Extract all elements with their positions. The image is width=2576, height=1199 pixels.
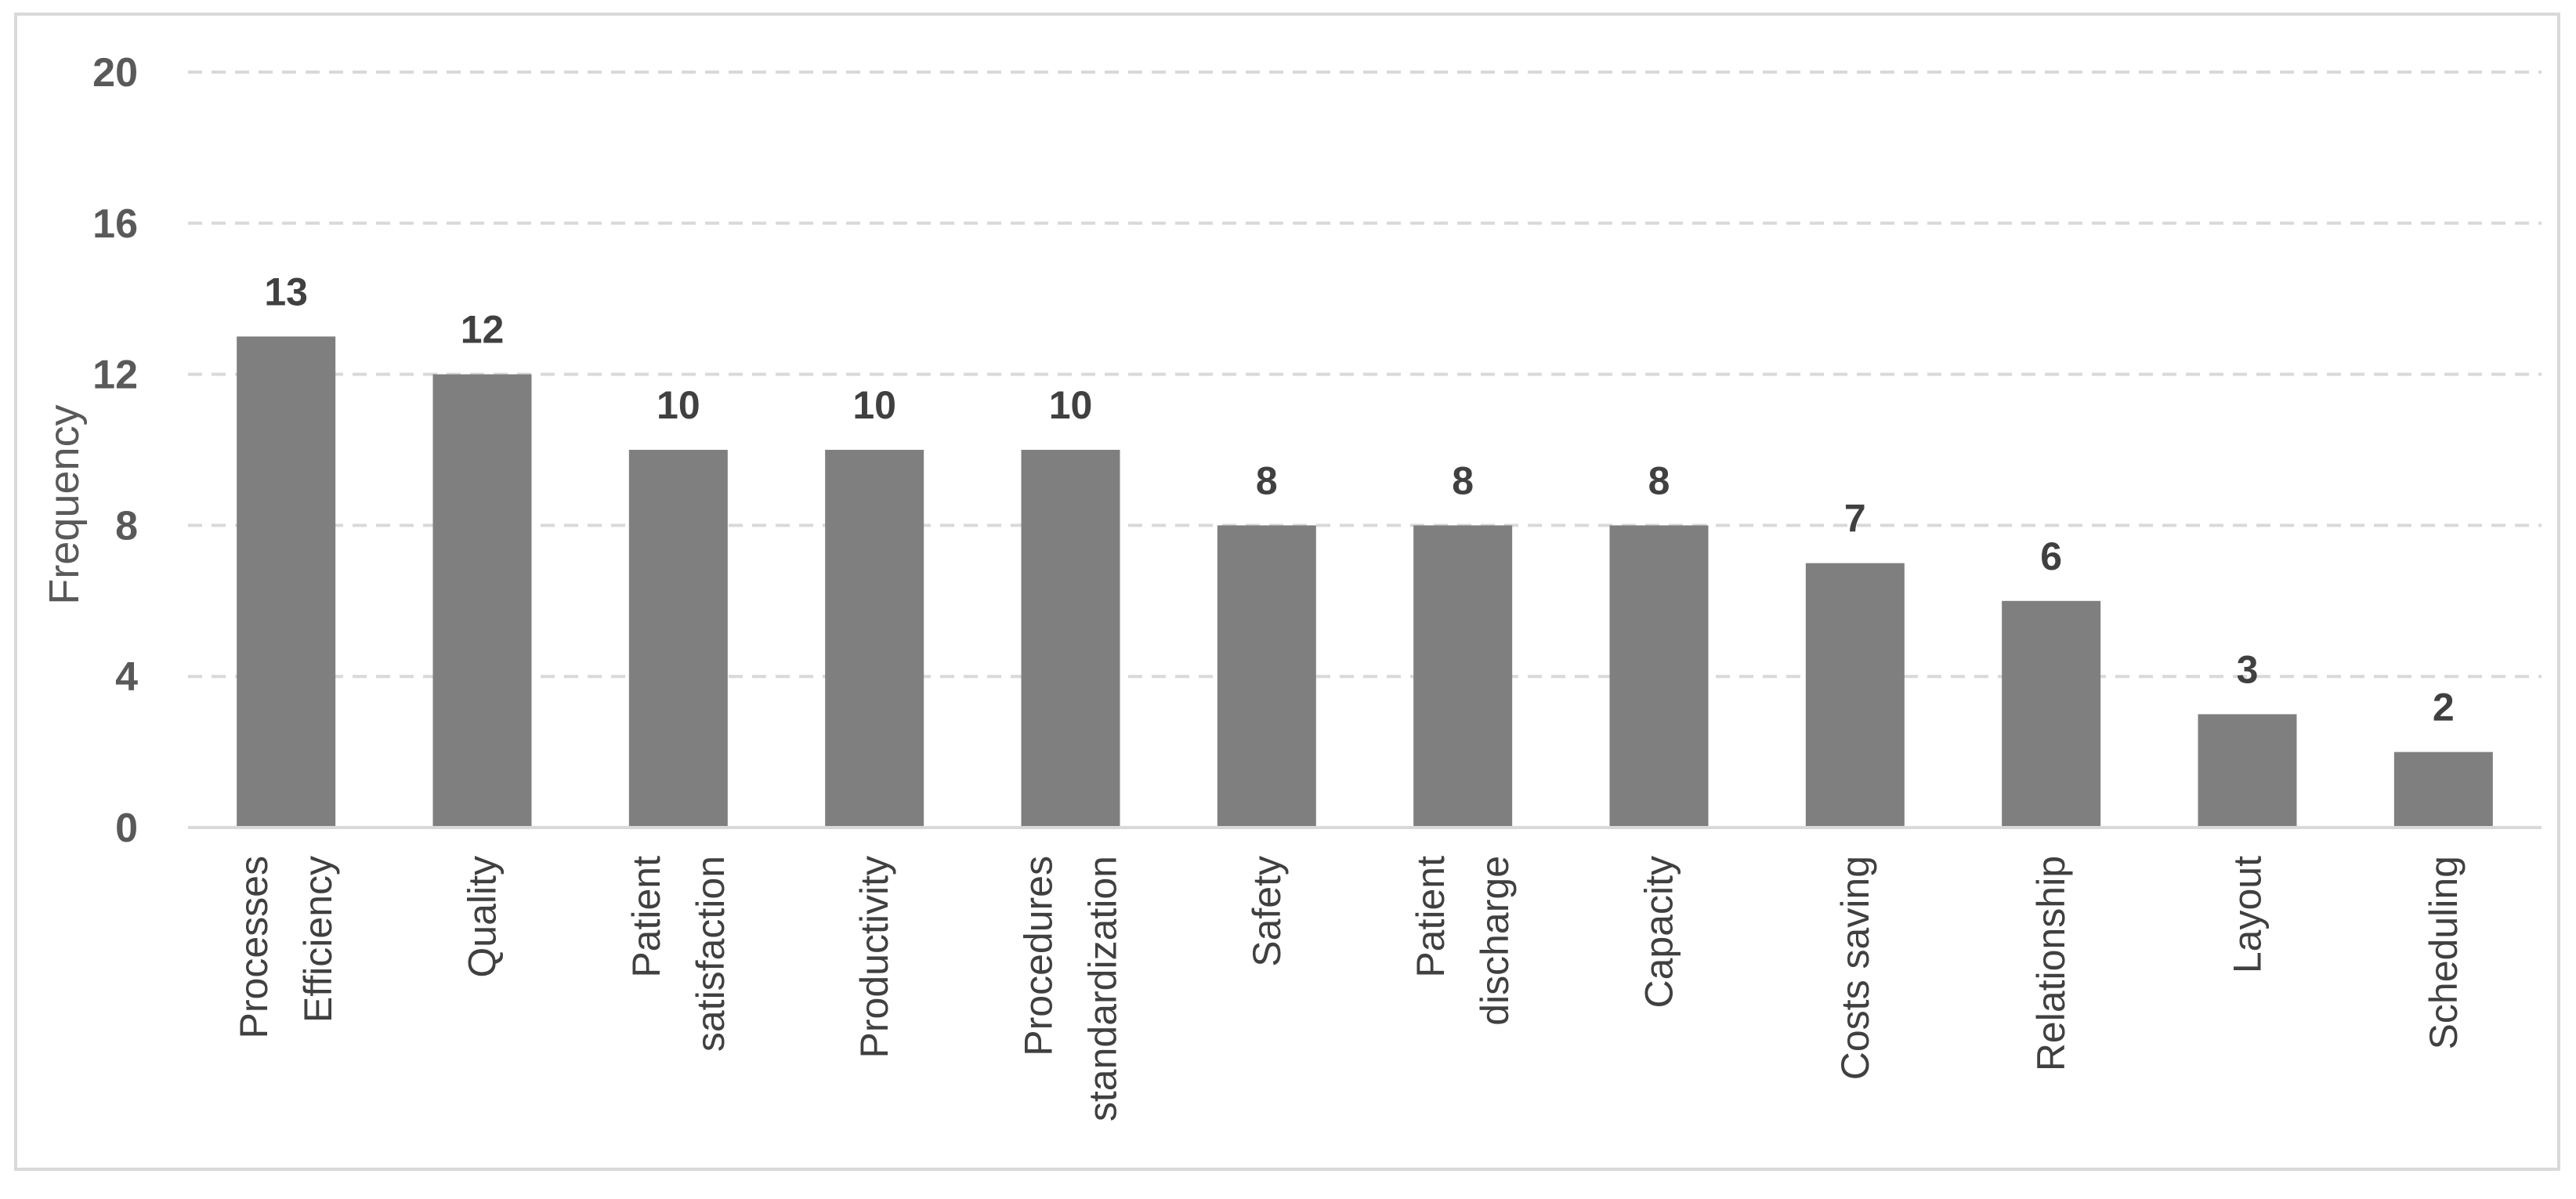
bar (2002, 600, 2101, 828)
bar (1413, 525, 1513, 828)
x-tick-label-line: Costs saving (1833, 856, 1877, 1080)
x-tick-label: Relationship (2029, 856, 2073, 1071)
data-label: 10 (657, 383, 700, 427)
y-tick-label: 0 (115, 806, 138, 851)
x-tick-label-line: Processes (232, 856, 276, 1038)
bar (2393, 752, 2493, 828)
data-label: 10 (1049, 383, 1093, 427)
y-tick-label: 8 (115, 503, 138, 549)
x-tick-label: Quality (461, 856, 505, 978)
x-tick-label-line: Quality (461, 856, 505, 978)
y-axis-title: Frequency (41, 404, 88, 604)
x-tick-label: Scheduling (2422, 856, 2466, 1049)
data-label: 7 (1844, 497, 1866, 541)
x-axis-categories: Processes Efficiency Quality Patient satisfa… (232, 856, 2466, 1121)
x-tick-label: Patient satisfaction (624, 856, 733, 1052)
x-tick-label: Processes Efficiency (232, 856, 340, 1038)
data-label: 6 (2040, 534, 2062, 578)
y-tick-label: 4 (115, 654, 138, 700)
data-label: 8 (1452, 458, 1474, 502)
bar (1021, 450, 1120, 828)
bar (1609, 525, 1709, 828)
y-tick-label: 20 (92, 50, 138, 96)
y-tick-label: 16 (92, 201, 138, 247)
bar (237, 336, 336, 828)
x-tick-label: Layout (2226, 856, 2270, 973)
bar (825, 450, 924, 828)
x-tick-label: Capacity (1637, 856, 1681, 1009)
x-tick-label-line: discharge (1473, 856, 1517, 1026)
x-tick-label-line: Layout (2226, 856, 2270, 973)
bar (1805, 563, 1905, 828)
x-tick-label: Patient discharge (1409, 856, 1517, 1026)
data-label: 8 (1648, 458, 1670, 502)
data-labels: 13 12 10 10 10 8 8 8 7 6 3 2 (264, 270, 2454, 729)
x-tick-label-line: Productivity (852, 856, 896, 1058)
y-axis-ticks: 0 4 8 12 16 20 (92, 50, 138, 851)
bar (2198, 714, 2297, 828)
x-tick-label-line: Scheduling (2422, 856, 2466, 1049)
data-label: 12 (461, 308, 505, 352)
y-tick-label: 12 (92, 353, 138, 398)
x-tick-label-line: Procedures (1017, 856, 1061, 1056)
data-label: 10 (852, 383, 896, 427)
data-label: 8 (1256, 458, 1278, 502)
x-tick-label-line: Patient (1409, 856, 1453, 978)
x-tick-label-line: Safety (1245, 856, 1289, 967)
x-tick-label-line: Efficiency (296, 856, 340, 1023)
x-tick-label-line: Patient (624, 856, 668, 978)
gridlines (188, 71, 2542, 679)
x-tick-label: Costs saving (1833, 856, 1877, 1080)
data-label: 2 (2433, 686, 2455, 730)
bar-chart: 0 4 8 12 16 20 13 12 10 10 10 8 8 8 7 6 3 2 Processes Eff… (41, 50, 2542, 1121)
chart-frame: 0 4 8 12 16 20 13 12 10 10 10 8 8 8 7 6 3 2 Processes Eff… (14, 13, 2560, 1171)
x-tick-label-line: Relationship (2029, 856, 2073, 1071)
data-label: 13 (264, 270, 308, 313)
x-tick-label-line: Capacity (1637, 856, 1681, 1009)
bar (1217, 525, 1316, 828)
bars (237, 336, 2493, 828)
x-tick-label-line: standardization (1081, 856, 1125, 1121)
data-label: 3 (2237, 647, 2259, 691)
x-tick-label: Safety (1245, 856, 1289, 967)
x-tick-label-line: satisfaction (689, 856, 733, 1052)
bar (432, 374, 532, 828)
bar (628, 450, 728, 828)
x-tick-label: Procedures standardization (1017, 856, 1125, 1121)
x-tick-label: Productivity (852, 856, 896, 1058)
